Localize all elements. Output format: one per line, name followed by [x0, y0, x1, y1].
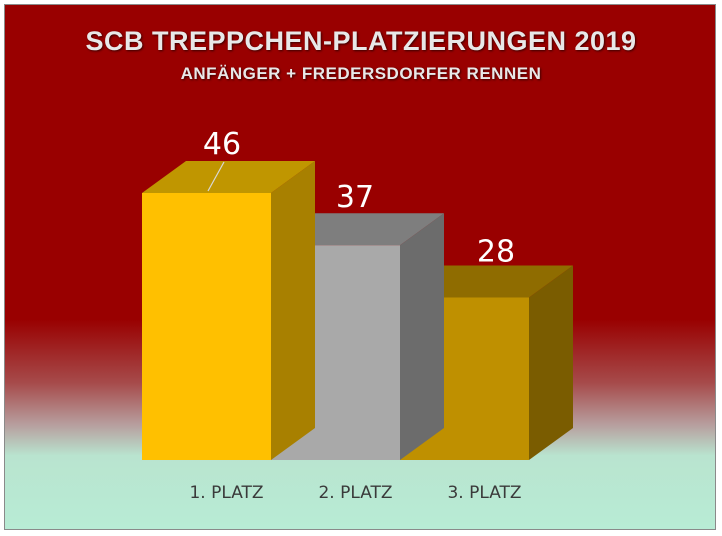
bar-side-3 — [529, 265, 573, 460]
data-label-2: 37 — [336, 180, 374, 215]
data-label-1: 46 — [203, 127, 241, 162]
chart-title: SCB TREPPCHEN-PLATZIERUNGEN 2019 — [85, 26, 637, 56]
bar-1 — [142, 193, 271, 460]
data-label-3: 28 — [477, 234, 515, 269]
chart-subtitle: ANFÄNGER + FREDERSDORFER RENNEN — [180, 64, 542, 83]
data-label-leader-1 — [207, 161, 225, 192]
category-label-2: 2. PLATZ — [318, 483, 392, 503]
bar-side-2 — [400, 213, 444, 460]
category-label-3: 3. PLATZ — [447, 483, 521, 503]
bar-side-1 — [271, 161, 315, 460]
bar-top-1 — [142, 161, 315, 193]
category-label-1: 1. PLATZ — [189, 483, 263, 503]
